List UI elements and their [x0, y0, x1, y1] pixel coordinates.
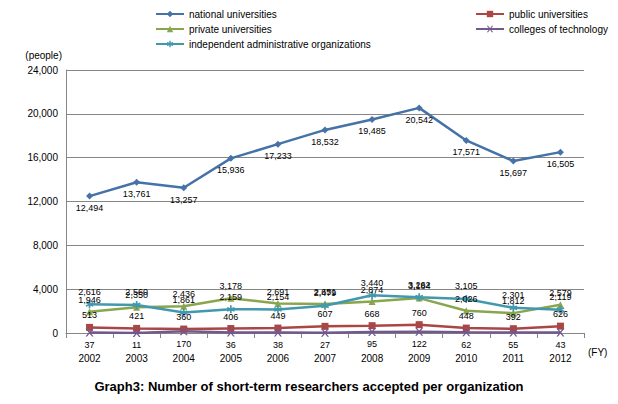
svg-text:16,505: 16,505 [547, 159, 575, 169]
svg-text:4,000: 4,000 [33, 284, 58, 295]
svg-text:16,000: 16,000 [27, 152, 58, 163]
svg-text:12,000: 12,000 [27, 196, 58, 207]
svg-text:43: 43 [555, 340, 565, 350]
svg-text:421: 421 [129, 311, 144, 321]
svg-text:668: 668 [365, 309, 380, 319]
svg-text:12,494: 12,494 [76, 203, 104, 213]
svg-text:2,479: 2,479 [314, 288, 337, 298]
svg-text:17,571: 17,571 [453, 147, 481, 157]
svg-text:20,542: 20,542 [405, 115, 433, 125]
svg-text:37: 37 [85, 340, 95, 350]
svg-text:24,000: 24,000 [27, 65, 58, 76]
svg-text:1,946: 1,946 [78, 294, 101, 305]
svg-text:(FY): (FY) [588, 347, 607, 358]
svg-text:27: 27 [320, 340, 330, 350]
svg-text:17,233: 17,233 [264, 151, 292, 161]
svg-text:Graph3: Number of short-term r: Graph3: Number of short-term researchers… [94, 379, 523, 394]
svg-text:15,697: 15,697 [500, 168, 528, 178]
svg-text:3,178: 3,178 [220, 281, 243, 291]
svg-text:2,874: 2,874 [360, 284, 384, 295]
svg-text:2012: 2012 [549, 353, 572, 364]
svg-text:38: 38 [273, 340, 283, 350]
svg-text:2009: 2009 [408, 353, 431, 364]
svg-text:626: 626 [553, 309, 568, 319]
svg-text:2008: 2008 [361, 353, 384, 364]
svg-text:colleges of technology: colleges of technology [509, 24, 608, 35]
svg-text:19,485: 19,485 [358, 126, 386, 136]
svg-text:15,936: 15,936 [217, 165, 245, 175]
svg-text:2,159: 2,159 [220, 292, 243, 302]
svg-text:(people): (people) [25, 50, 62, 61]
svg-text:2,560: 2,560 [125, 287, 148, 297]
svg-text:1,861: 1,861 [172, 295, 195, 305]
svg-text:513: 513 [82, 310, 97, 320]
svg-text:8,000: 8,000 [33, 240, 58, 251]
svg-text:private universities: private universities [189, 24, 272, 35]
svg-text:392: 392 [506, 312, 521, 322]
svg-text:2005: 2005 [220, 353, 243, 364]
svg-text:448: 448 [459, 311, 474, 321]
svg-text:170: 170 [176, 339, 191, 349]
svg-text:13,761: 13,761 [123, 189, 151, 199]
svg-text:2006: 2006 [267, 353, 290, 364]
svg-text:national universities: national universities [189, 9, 277, 20]
svg-text:122: 122 [412, 339, 427, 349]
svg-text:360: 360 [176, 312, 191, 322]
svg-text:2007: 2007 [314, 353, 337, 364]
svg-text:2004: 2004 [173, 353, 196, 364]
svg-text:3,440: 3,440 [361, 278, 384, 288]
svg-text:2010: 2010 [455, 353, 478, 364]
svg-text:2003: 2003 [126, 353, 149, 364]
svg-text:2002: 2002 [78, 353, 101, 364]
svg-text:3,105: 3,105 [455, 281, 478, 291]
svg-text:449: 449 [270, 311, 285, 321]
svg-text:20,000: 20,000 [27, 108, 58, 119]
svg-text:18,532: 18,532 [311, 137, 339, 147]
svg-text:11: 11 [132, 340, 141, 350]
svg-text:13,257: 13,257 [170, 195, 198, 205]
svg-text:public universities: public universities [509, 9, 588, 20]
svg-text:95: 95 [367, 339, 377, 349]
svg-text:2,119: 2,119 [550, 292, 572, 302]
svg-text:62: 62 [461, 340, 471, 350]
svg-text:2,154: 2,154 [267, 292, 290, 302]
svg-text:2,026: 2,026 [455, 294, 478, 304]
svg-text:2,301: 2,301 [502, 290, 525, 300]
svg-text:0: 0 [52, 328, 58, 339]
svg-text:2,616: 2,616 [78, 287, 101, 297]
svg-text:2011: 2011 [503, 353, 525, 364]
svg-text:607: 607 [317, 309, 332, 319]
svg-text:406: 406 [223, 312, 238, 322]
svg-text:55: 55 [508, 340, 518, 350]
svg-text:36: 36 [226, 340, 236, 350]
svg-text:760: 760 [412, 308, 427, 318]
svg-text:1,812: 1,812 [502, 296, 525, 307]
svg-text:independent administrative org: independent administrative organizations [189, 39, 371, 50]
svg-text:3,262: 3,262 [408, 280, 431, 290]
